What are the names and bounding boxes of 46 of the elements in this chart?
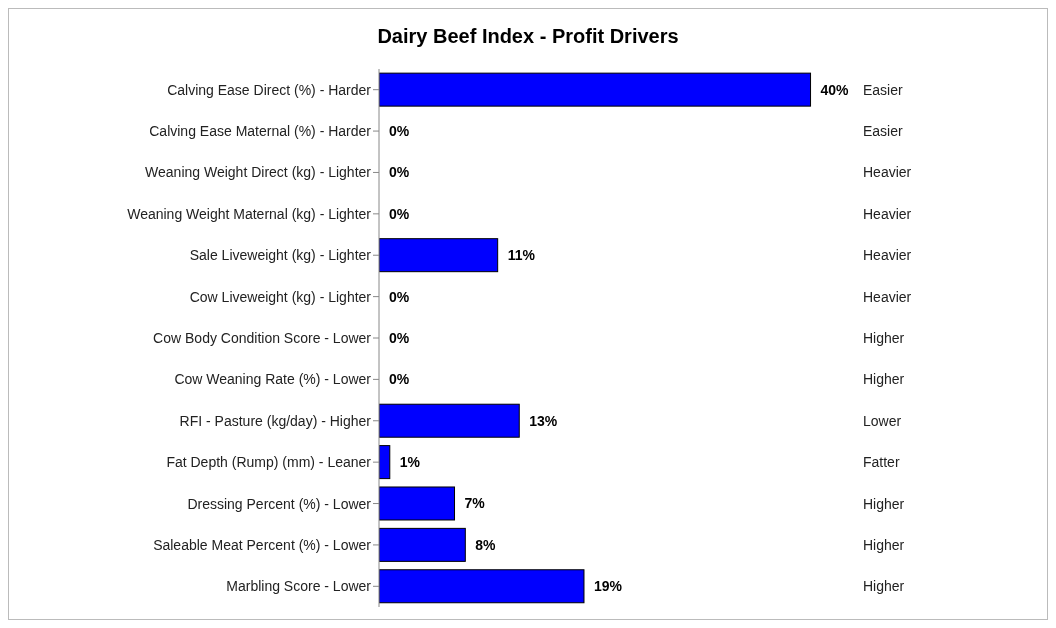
y-tick-label: Calving Ease Maternal (%) - Harder <box>149 123 372 140</box>
text: Fatter <box>863 454 900 471</box>
bar <box>379 403 520 438</box>
data-label: 7% <box>464 495 486 512</box>
y-tick-label: Sale Liveweight (kg) - Lighter <box>189 247 372 264</box>
text: Easier <box>863 81 904 98</box>
bar <box>379 486 456 521</box>
data-label: 0% <box>389 288 410 305</box>
data-label: 0% <box>389 371 410 388</box>
text: Higher <box>863 578 905 595</box>
text: Heavier <box>863 205 912 222</box>
bar <box>379 72 812 107</box>
data-label: 13% <box>529 412 558 429</box>
y-tick-label: Marbling Score - Lower <box>226 578 372 595</box>
data-label: 19% <box>593 578 623 595</box>
text: Heavier <box>863 164 912 181</box>
bar <box>379 569 585 604</box>
data-label: 8% <box>475 536 497 553</box>
bar <box>379 238 499 273</box>
text: Higher <box>863 536 905 553</box>
data-label: 11% <box>507 247 536 264</box>
text: Heavier <box>863 247 912 264</box>
text: Higher <box>863 329 905 346</box>
y-tick-label: Weaning Weight Direct (kg) - Lighter <box>145 164 372 181</box>
data-label: 0% <box>389 164 410 181</box>
data-label: 0% <box>389 205 410 222</box>
text: Heavier <box>863 288 912 305</box>
text: Lower <box>863 412 902 429</box>
y-tick-label: RFI - Pasture (kg/day) - Higher <box>179 412 372 429</box>
text: Higher <box>863 495 905 512</box>
data-label: 40% <box>820 81 850 98</box>
y-tick-label: Cow Weaning Rate (%) - Lower <box>174 371 372 388</box>
y-tick-label: Cow Body Condition Score - Lower <box>153 329 372 346</box>
y-tick-label: Calving Ease Direct (%) - Harder <box>167 81 372 98</box>
y-tick-label: Saleable Meat Percent (%) - Lower <box>153 536 372 553</box>
y-tick-label: Weaning Weight Maternal (kg) - Lighter <box>127 205 372 222</box>
data-label: 1% <box>399 454 421 471</box>
bar <box>379 527 466 562</box>
text: Easier <box>863 123 904 140</box>
y-tick-label: Cow Liveweight (kg) - Lighter <box>189 288 372 305</box>
text: Higher <box>863 371 905 388</box>
y-tick-label: Fat Depth (Rump) (mm) - Leaner <box>166 454 372 471</box>
chart-title: Dairy Beef Index - Profit Drivers <box>376 25 680 49</box>
data-label: 0% <box>389 329 410 346</box>
y-tick-label: Dressing Percent (%) - Lower <box>187 495 372 512</box>
data-label: 0% <box>389 123 410 140</box>
